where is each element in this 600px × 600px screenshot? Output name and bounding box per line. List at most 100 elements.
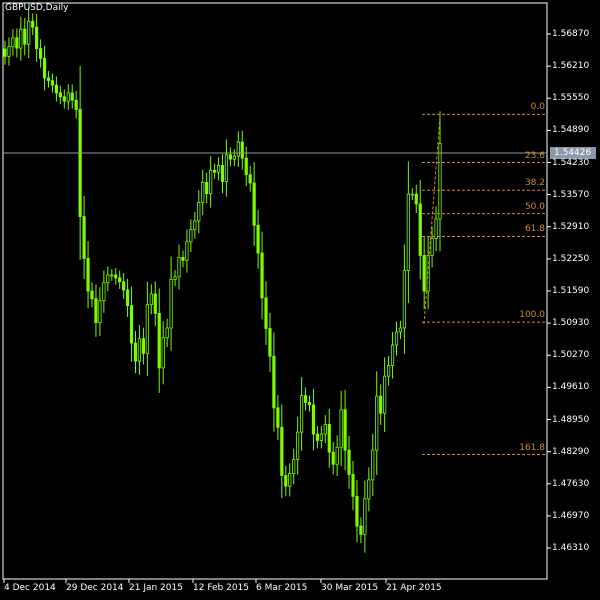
candle-body: [252, 182, 256, 226]
candle-body: [232, 155, 236, 160]
price-axis-label: 1.48290: [552, 446, 590, 457]
price-axis-label: 1.46310: [552, 543, 590, 553]
candle-body: [177, 257, 181, 278]
candle-body: [363, 498, 367, 535]
candle-body: [70, 92, 74, 101]
candle-body: [125, 289, 130, 307]
price-axis-label: 1.54230: [552, 157, 590, 168]
candle-body: [375, 395, 379, 451]
candle-body: [205, 182, 209, 195]
candle-body: [129, 305, 134, 344]
candle-body: [268, 328, 272, 357]
candle-body: [50, 80, 55, 86]
price-axis-label: 1.50930: [552, 318, 590, 329]
candle-body: [189, 229, 193, 243]
candle-body: [133, 342, 138, 362]
candle-body: [276, 407, 280, 428]
candle-body: [94, 298, 98, 324]
candle-body: [11, 37, 15, 48]
candle-body: [379, 395, 383, 414]
candle-body: [181, 257, 185, 261]
candle-body: [307, 402, 312, 406]
candle-body: [110, 274, 114, 277]
candle-body: [288, 473, 292, 487]
candle-body: [248, 174, 252, 184]
plot-frame: [2, 2, 548, 580]
candle-body: [46, 77, 51, 82]
candle-body: [7, 46, 11, 57]
candle-body: [118, 277, 122, 283]
candle-body: [169, 278, 173, 329]
candle-body: [315, 433, 320, 441]
candle-body: [280, 426, 284, 476]
candle-body: [58, 92, 62, 98]
candle-body: [371, 449, 375, 481]
candle-body: [256, 224, 260, 254]
candle-body: [292, 459, 296, 474]
candle-body: [141, 338, 146, 354]
fib-level-label: 61.8: [524, 224, 545, 235]
candle-body: [3, 48, 7, 57]
candle-body: [31, 20, 35, 28]
fib-level-label: 38.2: [524, 178, 545, 189]
candle-body: [402, 270, 407, 329]
date-axis-ticks: [3, 579, 387, 583]
candle-body: [347, 449, 351, 475]
candle-body: [86, 257, 90, 292]
candle-body: [422, 255, 426, 292]
symbol-label: GBPUSD,Daily: [5, 3, 69, 13]
candle-body: [394, 331, 399, 346]
fibonacci-lines: [422, 113, 547, 456]
candle-body: [42, 57, 47, 79]
candle-body: [236, 141, 240, 157]
candle-body: [209, 169, 213, 195]
candle-body: [299, 395, 304, 433]
price-axis-label: 1.52250: [552, 253, 590, 264]
price-axis-label: 1.52910: [552, 221, 590, 232]
candle-body: [137, 338, 142, 362]
candle-body: [414, 193, 418, 205]
price-axis-label: 1.56870: [552, 29, 590, 39]
date-axis-label: 21 Apr 2015: [386, 583, 442, 593]
candle-body: [201, 182, 205, 203]
candle-body: [145, 304, 149, 354]
date-axis-label: 12 Feb 2015: [193, 583, 250, 593]
candle-body: [327, 423, 331, 453]
candle-body: [165, 327, 169, 339]
candle-body: [386, 365, 391, 377]
fib-level-label: 0.0: [530, 102, 545, 113]
date-axis-label: 6 Mar 2015: [256, 583, 308, 593]
candles-group: [3, 7, 442, 553]
candle-body: [228, 154, 233, 160]
candle-body: [430, 238, 434, 256]
candle-body: [82, 216, 86, 259]
price-axis-label: 1.50270: [552, 350, 590, 361]
candle-body: [106, 274, 110, 284]
price-axis-label: 1.49610: [552, 382, 590, 393]
candle-body: [90, 290, 94, 300]
candle-body: [434, 218, 438, 239]
candle-body: [35, 26, 39, 50]
candle-body: [74, 99, 78, 110]
candle-body: [220, 165, 225, 182]
candle-body: [216, 165, 221, 173]
candle-body: [193, 220, 197, 231]
candle-body: [264, 297, 268, 329]
candle-body: [54, 84, 59, 94]
candle-body: [339, 409, 343, 448]
date-axis-label: 21 Jan 2015: [129, 583, 183, 593]
candle-body: [23, 28, 27, 45]
candle-body: [343, 409, 347, 451]
candle-body: [272, 355, 276, 409]
date-axis-label: 30 Mar 2015: [321, 583, 379, 593]
candle-body: [406, 193, 410, 271]
price-axis-label: 1.46970: [552, 510, 590, 521]
price-axis-label: 1.47630: [552, 478, 590, 489]
candle-body: [438, 143, 442, 220]
candle-body: [102, 282, 106, 302]
candle-body: [260, 252, 264, 299]
candle-body: [38, 48, 43, 59]
candle-body: [161, 337, 165, 369]
